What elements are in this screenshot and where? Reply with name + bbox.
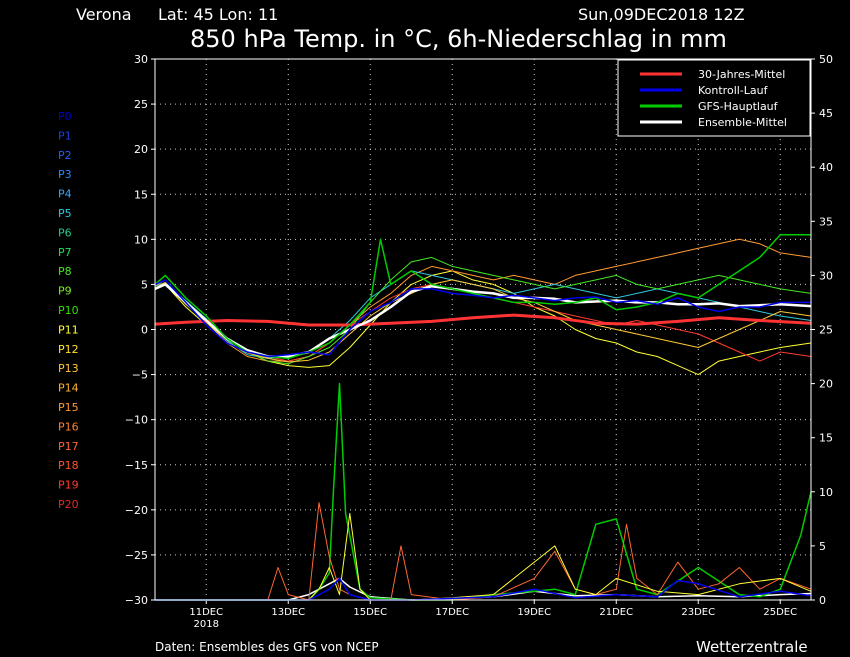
- member-label: P14: [58, 382, 79, 395]
- y-right-tick-label: 5: [819, 540, 826, 553]
- member-label: P6: [58, 226, 72, 239]
- legend-label-control: Kontroll-Lauf: [698, 84, 769, 97]
- member-label: P1: [58, 129, 72, 142]
- x-tick-label: 11DEC: [189, 607, 223, 618]
- member-label: P15: [58, 401, 79, 414]
- x-tick-label: 15DEC: [353, 607, 387, 618]
- series-line-p-orange: [154, 238, 812, 362]
- y-right-tick-label: 45: [819, 107, 833, 120]
- series-layer: [154, 234, 812, 601]
- y-right-tick-label: 10: [819, 486, 833, 499]
- series-line-30-jahres-mittel: [154, 313, 812, 327]
- member-label: P9: [58, 285, 72, 298]
- footer-source: Daten: Ensembles des GFS von NCEP: [155, 640, 379, 654]
- member-label: P18: [58, 459, 79, 472]
- y-left-tick-label: −15: [125, 459, 148, 472]
- series-line-precip-control: [155, 577, 812, 601]
- x-tick-label: 19DEC: [517, 607, 551, 618]
- member-label: P8: [58, 265, 72, 278]
- legend-label-clim: 30-Jahres-Mittel: [698, 68, 785, 81]
- x-tick-label: 21DEC: [599, 607, 633, 618]
- member-label: P13: [58, 362, 79, 375]
- coords-label: Lat: 45 Lon: 11: [158, 5, 278, 24]
- member-label: P19: [58, 479, 79, 492]
- location-label: Verona: [76, 5, 132, 24]
- y-left-axis: 30 25 20 15 10 5 0 −5 −10 −15 −20 −25 −30: [125, 53, 155, 607]
- x-tick-label: 23DEC: [681, 607, 715, 618]
- x-tick-label: 13DEC: [271, 607, 305, 618]
- y-right-tick-label: 40: [819, 161, 833, 174]
- x-tick-sublabel: 2018: [194, 619, 219, 630]
- y-right-tick-label: 20: [819, 378, 833, 391]
- y-left-tick-label: 15: [134, 188, 148, 201]
- series-line-p-lightorange: [154, 279, 812, 363]
- member-label: P10: [58, 304, 79, 317]
- member-label: P12: [58, 343, 79, 356]
- member-label: P11: [58, 323, 79, 336]
- y-right-tick-label: 35: [819, 215, 833, 228]
- legend: 30-Jahres-Mittel Kontroll-Lauf GFS-Haupt…: [617, 59, 811, 137]
- y-left-tick-label: −20: [125, 504, 148, 517]
- plot-frame: [154, 58, 812, 601]
- member-label: P5: [58, 207, 72, 220]
- y-left-tick-label: −10: [125, 414, 148, 427]
- y-right-tick-label: 50: [819, 53, 833, 66]
- y-left-tick-label: 30: [134, 53, 148, 66]
- member-label: P16: [58, 420, 79, 433]
- y-left-tick-label: 5: [141, 278, 148, 291]
- series-line-precip-member2: [155, 512, 812, 601]
- members-legend: P0 P1 P2 P3 P4 P5 P6 P7 P8 P9 P10 P11 P12 P13 P14 P15 P1…: [58, 110, 79, 511]
- y-right-tick-label: 25: [819, 324, 833, 337]
- y-left-tick-label: 10: [134, 233, 148, 246]
- y-left-tick-label: −30: [125, 594, 148, 607]
- member-label: P20: [58, 498, 79, 511]
- y-left-tick-label: −25: [125, 549, 148, 562]
- legend-label-gfs: GFS-Hauptlauf: [698, 100, 779, 113]
- member-label: P4: [58, 188, 72, 201]
- y-left-tick-label: −5: [132, 369, 148, 382]
- chart-title: 850 hPa Temp. in °C, 6h-Niederschlag in …: [190, 25, 727, 53]
- y-left-tick-label: 0: [141, 324, 148, 337]
- member-label: P3: [58, 168, 72, 181]
- series-line-kontroll-lauf: [154, 279, 811, 358]
- member-label: P0: [58, 110, 72, 123]
- footer-brand: Wetterzentrale: [696, 638, 808, 656]
- member-label: P17: [58, 440, 79, 453]
- y-right-tick-label: 30: [819, 269, 833, 282]
- legend-label-mean: Ensemble-Mittel: [698, 116, 787, 129]
- run-time-label: Sun,09DEC2018 12Z: [578, 5, 745, 24]
- y-right-tick-label: 15: [819, 432, 833, 445]
- x-tick-label: 17DEC: [435, 607, 469, 618]
- member-label: P2: [58, 149, 72, 162]
- y-left-tick-label: 25: [134, 98, 148, 111]
- x-tick-label: 25DEC: [763, 607, 797, 618]
- y-left-tick-label: 20: [134, 143, 148, 156]
- y-right-tick-label: 0: [819, 594, 826, 607]
- member-label: P7: [58, 246, 72, 259]
